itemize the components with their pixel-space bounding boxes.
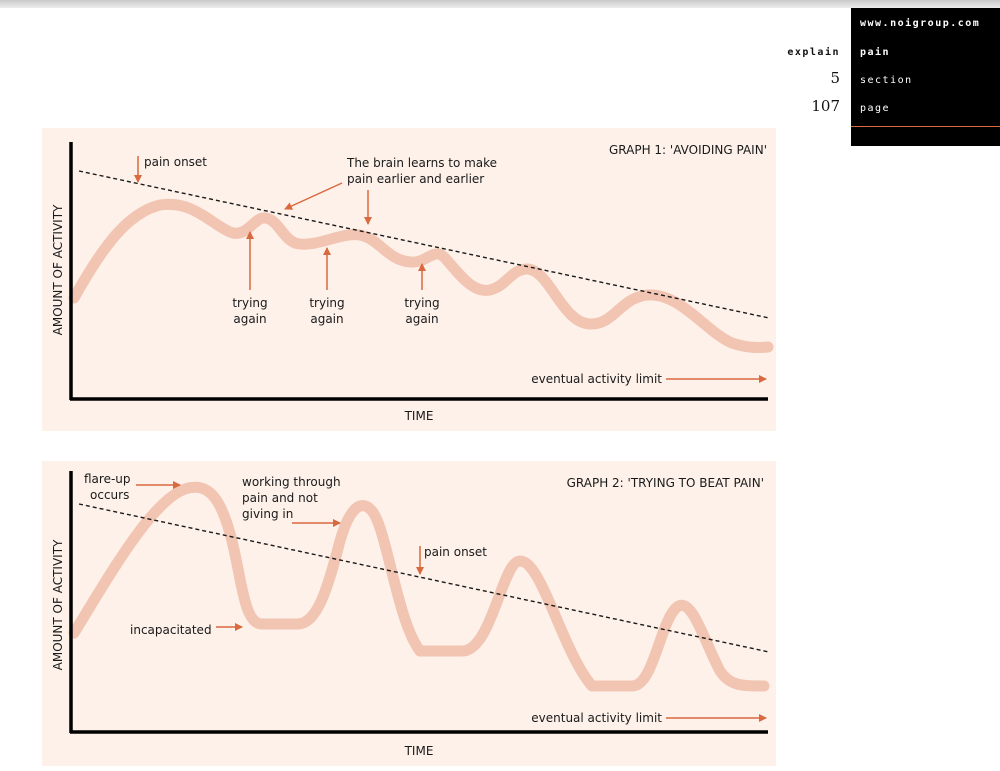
graph1-brain-arrow-diagonal [284, 182, 343, 210]
graph2-chart: GRAPH 2: 'TRYING TO BEAT PAIN' AMOUNT OF… [51, 471, 770, 758]
graph2-activity-curve [68, 481, 770, 692]
graph1-x-label: TIME [404, 409, 434, 423]
graph2-trend-line [78, 503, 770, 653]
graph1-panel: GRAPH 1: 'AVOIDING PAIN' AMOUNT OF ACTIV… [42, 128, 776, 431]
graph1-trying-label-1-line1: trying [232, 296, 267, 310]
header-section-label: section [860, 75, 913, 86]
header-section-number: 5 [830, 69, 840, 87]
graph1-trying-label-3-line2: again [405, 312, 438, 326]
graph1-brain-label-line1: The brain learns to make [346, 156, 497, 170]
graph1-title: GRAPH 1: 'AVOIDING PAIN' [609, 143, 767, 157]
graph1-trying-label-1-line2: again [233, 312, 266, 326]
graph2-panel: GRAPH 2: 'TRYING TO BEAT PAIN' AMOUNT OF… [42, 461, 776, 766]
graph2-limit-label: eventual activity limit [531, 711, 662, 725]
graph2-working-label-line1: working through [242, 475, 341, 489]
header-page-number: 107 [811, 97, 840, 115]
graph2-flare-label-line1: flare-up [84, 472, 131, 486]
graph1-trend-line [78, 170, 770, 319]
header-block [851, 8, 1000, 146]
graph1-pain-onset-label: pain onset [144, 155, 207, 169]
graph2-incapacitated-label: incapacitated [130, 623, 212, 637]
graph2-title: GRAPH 2: 'TRYING TO BEAT PAIN' [567, 476, 764, 490]
graph1-trying-label-2-line2: again [310, 312, 343, 326]
graph2-x-label: TIME [404, 744, 434, 758]
header-explain-label: explain [787, 47, 840, 58]
graph2-working-label-line2: pain and not [242, 491, 318, 505]
graph1-trying-label-2-line1: trying [309, 296, 344, 310]
window-top-edge [0, 0, 1000, 8]
graph1-limit-label: eventual activity limit [531, 372, 662, 386]
graph2-pain-onset-label: pain onset [424, 545, 487, 559]
header-accent-rule [851, 126, 1000, 127]
graph1-trying-label-3-line1: trying [404, 296, 439, 310]
header-url: www.noigroup.com [860, 18, 981, 29]
header-page-label: page [860, 103, 891, 114]
graph2-flare-label-line2: occurs [90, 488, 129, 502]
graph2-working-label-line3: giving in [242, 507, 293, 521]
header-section-value: pain [860, 47, 891, 58]
graph1-y-label: AMOUNT OF ACTIVITY [51, 204, 65, 335]
graph1-activity-curve [68, 198, 774, 353]
graph1-chart: GRAPH 1: 'AVOIDING PAIN' AMOUNT OF ACTIV… [51, 142, 774, 423]
graph1-brain-label-line2: pain earlier and earlier [347, 172, 484, 186]
graph2-y-label: AMOUNT OF ACTIVITY [51, 539, 65, 670]
